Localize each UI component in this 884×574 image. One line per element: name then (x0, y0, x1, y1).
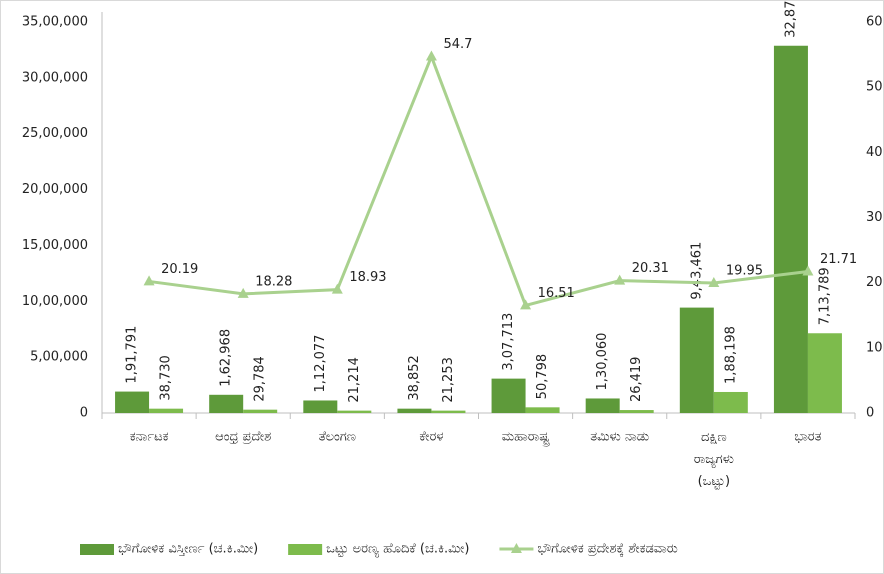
data-label: 29,784 (253, 356, 268, 402)
x-tick-label: ಆಂಧ್ರ ಪ್ರದೇಶ (215, 430, 271, 445)
line-label: 16.51 (538, 286, 575, 301)
line-label: 20.31 (632, 261, 669, 276)
x-tick-label: ದಕ್ಷಿಣ ರಾಜ್ಯಗಳು (ಒಟ್ಟು) (694, 430, 734, 489)
line-marker (520, 299, 532, 310)
bar (431, 410, 466, 413)
line (148, 52, 809, 308)
x-tick-label: ಭಾರತ (794, 430, 821, 445)
legend-swatch (288, 544, 323, 555)
data-label: 32,87,469 (783, 0, 798, 38)
data-label: 1,88,198 (723, 326, 738, 384)
line-marker (237, 287, 249, 298)
line-marker (708, 276, 720, 287)
data-label: 3,07,713 (501, 313, 516, 371)
data-label: 1,12,077 (313, 335, 328, 393)
bar (525, 407, 560, 413)
bar (397, 408, 432, 413)
x-tick-label: ಕೇರಳ (419, 430, 443, 445)
bar (115, 391, 150, 413)
bar (209, 394, 244, 413)
data-label: 9,43,461 (689, 242, 704, 300)
line-marker (331, 283, 343, 294)
line-label: 18.93 (349, 270, 386, 285)
bar (585, 398, 620, 413)
line-label: 54.7 (443, 37, 472, 52)
data-label: 1,30,060 (595, 333, 610, 391)
x-tick-label: ಮಹಾರಾಷ್ಟ್ರ (502, 430, 551, 447)
bar (243, 409, 278, 413)
y-tick-label: 35,00,000 (22, 15, 88, 30)
bar (679, 307, 714, 413)
x-tick-label: ಕರ್ನಾಟಕ (130, 430, 169, 445)
data-label: 21,253 (441, 357, 456, 403)
x-tick-label-line: ರಾಜ್ಯಗಳು (694, 452, 734, 468)
data-label: 38,852 (407, 355, 422, 401)
bar (337, 410, 372, 413)
line-marker (614, 274, 626, 285)
bar (713, 391, 748, 413)
y-tick-label: 15,00,000 (22, 238, 88, 253)
bar (303, 400, 338, 413)
legend-label: ಭೌಗೋಳಿಕ ವಿಸ್ತೀರ್ಣ (ಚ.ಕಿ.ಮೀ) (118, 542, 258, 557)
line-label: 21.71 (820, 252, 857, 267)
y2-tick-label: 0 (866, 406, 874, 421)
line-marker (143, 275, 155, 286)
legend-label: ಒಟ್ಟು ಅರಣ್ಯ ಹೊದಿಕೆ (ಚ.ಕಿ.ಮೀ) (326, 542, 469, 558)
line-label: 20.19 (161, 262, 198, 277)
x-tick-label-line: (ಒಟ್ಟು) (698, 474, 730, 489)
bar (491, 378, 526, 413)
y2-tick-label: 20 (866, 275, 883, 290)
bar (807, 333, 842, 413)
data-label: 26,419 (629, 357, 644, 403)
data-label: 50,798 (535, 354, 550, 400)
line-marker (802, 265, 814, 276)
y-tick-label: 5,00,000 (30, 350, 88, 365)
legend-label: ಭೌಗೋಳಿಕ ಪ್ರದೇಶಕ್ಕೆ ಶೇಕಡವಾರು (537, 542, 677, 557)
legend-swatch-marker (510, 543, 522, 553)
line-label: 18.28 (255, 274, 292, 289)
x-tick-label-line: ದಕ್ಷಿಣ (701, 430, 727, 445)
y-tick-label: 0 (80, 406, 88, 421)
y2-tick-label: 60 (866, 15, 883, 30)
y2-tick-label: 50 (866, 80, 883, 95)
bar (149, 408, 184, 413)
x-tick-label: ತಮಿಳು ನಾಡು (590, 430, 649, 445)
y-tick-label: 25,00,000 (22, 126, 88, 141)
data-label: 21,214 (347, 357, 362, 403)
y2-tick-label: 30 (866, 210, 883, 225)
y2-tick-label: 40 (866, 145, 883, 160)
y-tick-label: 30,00,000 (22, 70, 88, 85)
data-label: 7,13,789 (817, 267, 832, 325)
line-marker (425, 50, 437, 61)
y-tick-label: 20,00,000 (22, 182, 88, 197)
y-tick-label: 10,00,000 (22, 294, 88, 309)
data-label: 1,62,968 (219, 329, 234, 387)
data-label: 1,91,791 (125, 326, 140, 384)
legend-swatch (80, 544, 114, 555)
data-label: 38,730 (159, 355, 174, 401)
x-tick-label: ತೆಲಂಗಣ (319, 430, 356, 445)
line-label: 19.95 (726, 263, 763, 278)
bar (619, 410, 654, 413)
y2-tick-label: 10 (866, 340, 883, 355)
bar (773, 45, 808, 414)
